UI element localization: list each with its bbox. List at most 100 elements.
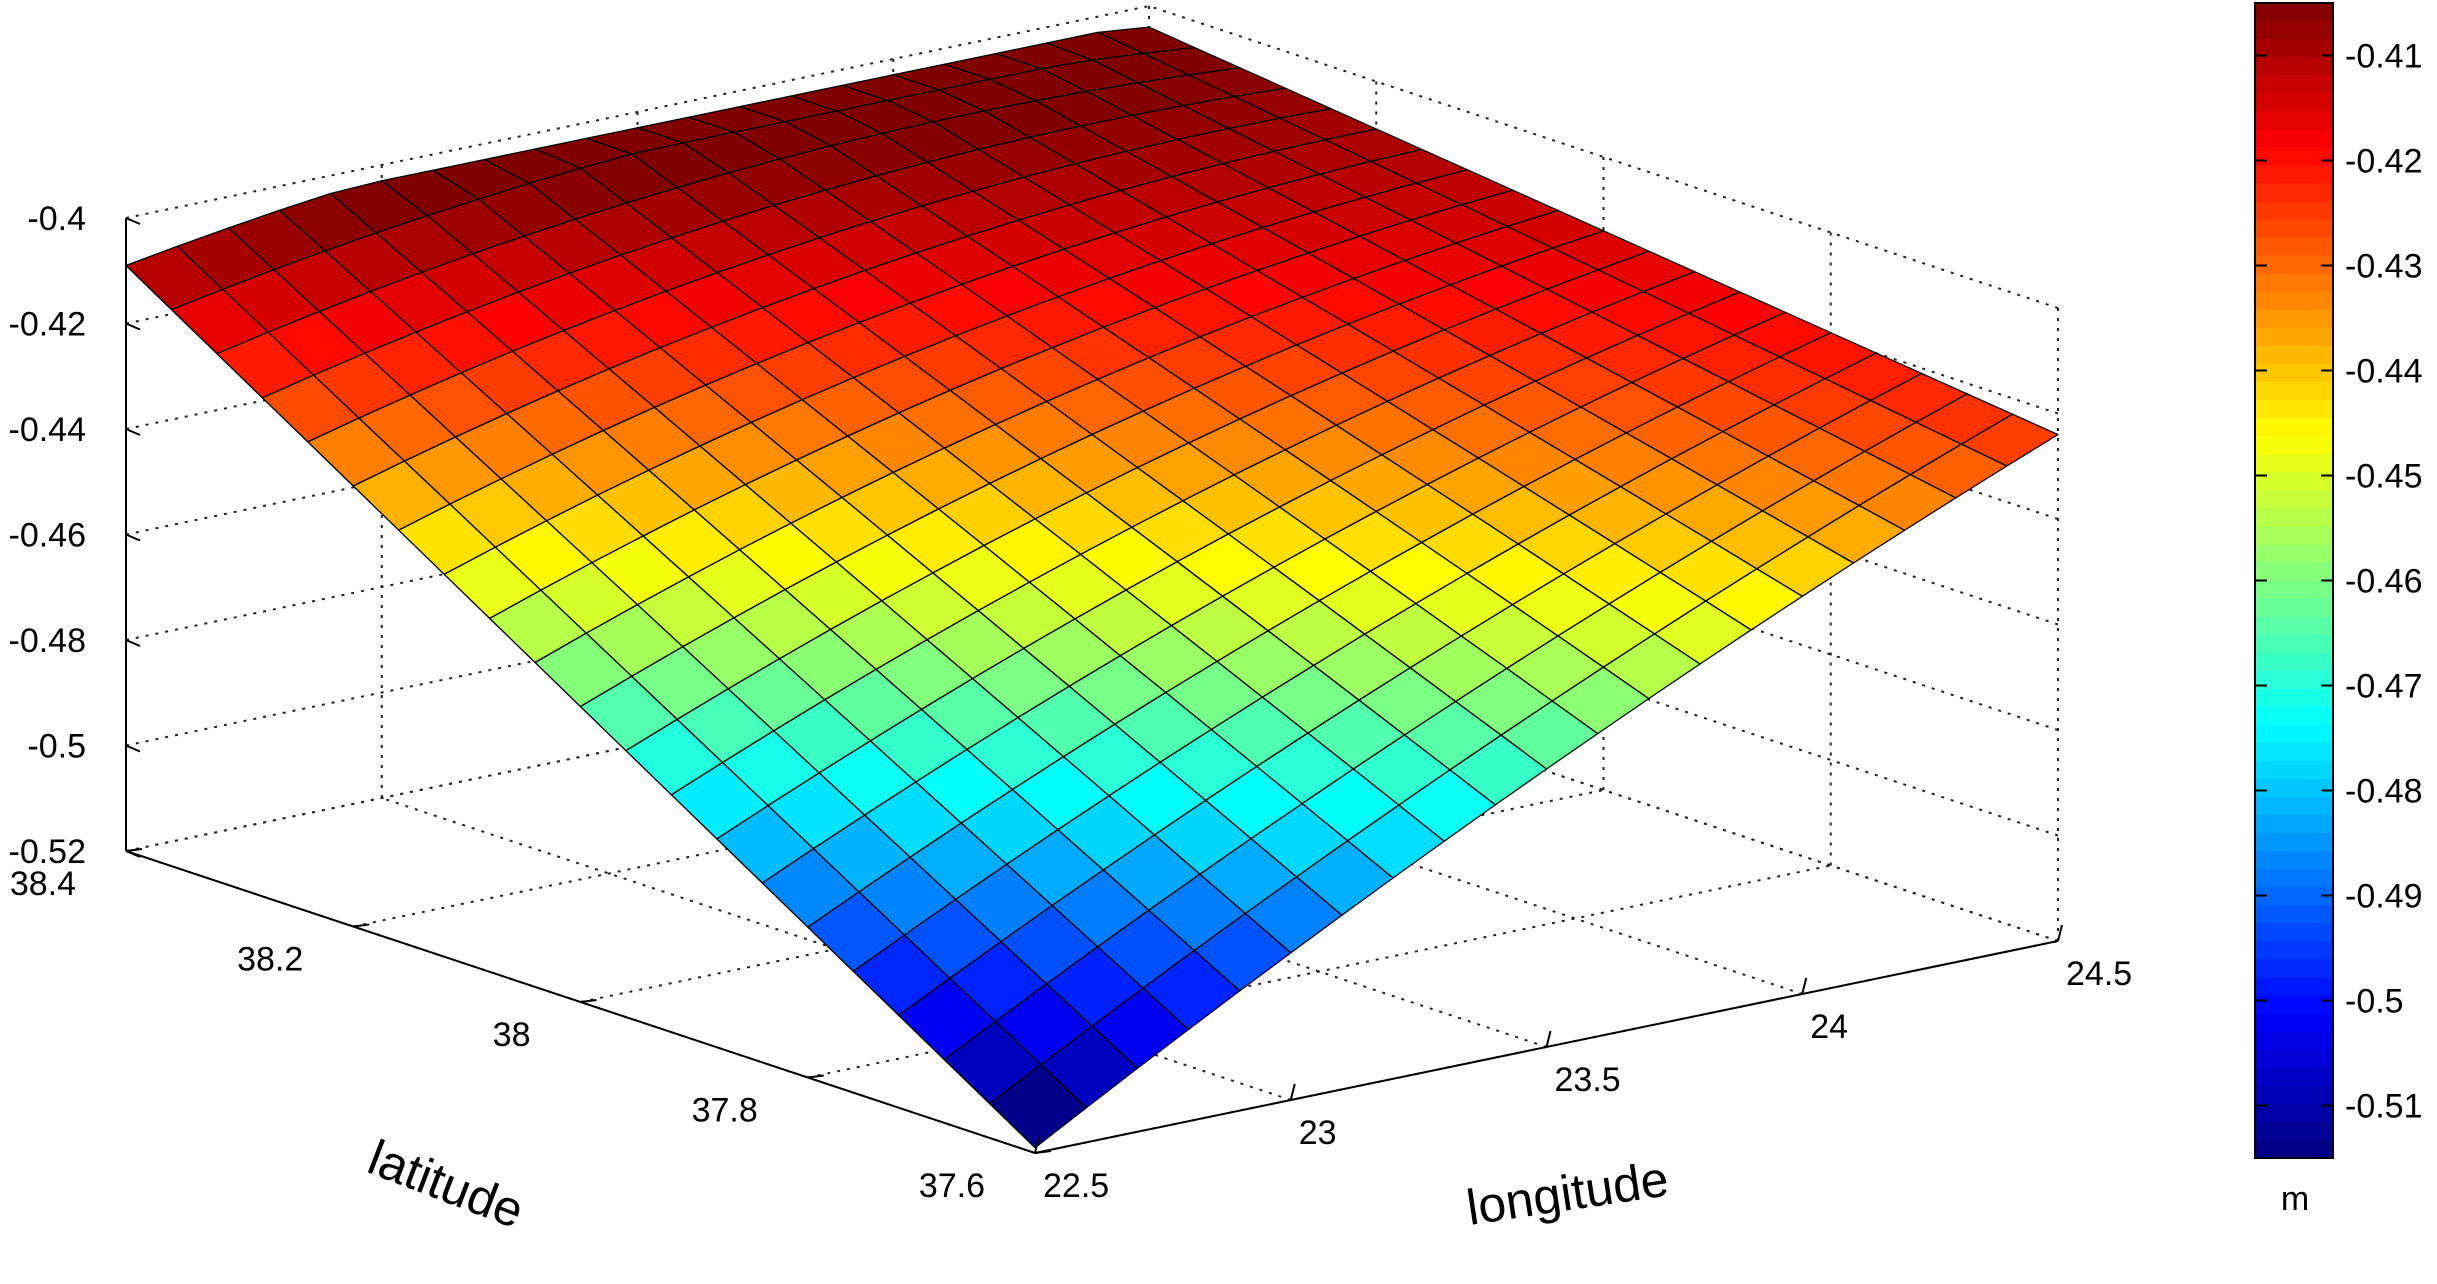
x-tick-mark xyxy=(2057,924,2063,942)
back-wall-grid-line xyxy=(125,5,1150,219)
y-tick-label: 37.8 xyxy=(692,1092,758,1130)
z-tick-mark xyxy=(125,744,141,753)
colorbar-swatch xyxy=(2255,634,2333,654)
colorbar-swatch xyxy=(2255,454,2333,473)
colorbar-swatch xyxy=(2255,147,2333,167)
z-tick-label: -0.52 xyxy=(9,833,87,871)
colorbar-swatch xyxy=(2255,562,2333,582)
colorbar-tick-label: -0.48 xyxy=(2345,773,2423,811)
colorbar-swatch xyxy=(2255,291,2333,311)
colorbar-swatch xyxy=(2255,111,2333,130)
colorbar-swatch xyxy=(2255,580,2333,600)
colorbar-swatch xyxy=(2255,508,2333,527)
colorbar: -0.41 -0.42 -0.43 -0.44 -0.45 -0.46 -0.47 -0.48… xyxy=(2254,2,2423,1159)
colorbar-swatch xyxy=(2255,869,2333,888)
x-tick-mark xyxy=(1289,1083,1296,1101)
x-tick-label: 22.5 xyxy=(1043,1167,1109,1205)
colorbar-swatch xyxy=(2255,219,2333,239)
z-tick-label: -0.4 xyxy=(27,200,86,238)
z-tick-mark xyxy=(125,428,141,436)
colorbar-unit-label: m xyxy=(2281,1180,2309,1218)
colorbar-swatch xyxy=(2255,1139,2333,1159)
y-axis-label: latitude xyxy=(361,1129,532,1239)
colorbar-swatch xyxy=(2255,941,2333,961)
floor-grid-line xyxy=(807,864,1831,1079)
z-tick-mark xyxy=(125,322,141,331)
colorbar-swatch xyxy=(2255,905,2333,924)
colorbar-swatch xyxy=(2255,183,2333,203)
colorbar-swatch xyxy=(2255,779,2333,798)
z-tick-mark xyxy=(125,217,141,225)
x-tick-mark xyxy=(1545,1030,1552,1048)
colorbar-swatch xyxy=(2255,851,2333,870)
y-tick-label: 37.6 xyxy=(919,1167,985,1205)
colorbar-tick-label: -0.46 xyxy=(2345,563,2423,601)
z-tick-label: -0.5 xyxy=(27,728,86,766)
colorbar-swatch xyxy=(2255,57,2333,76)
colorbar-swatch xyxy=(2255,959,2333,979)
colorbar-swatch xyxy=(2255,3,2333,22)
colorbar-swatch xyxy=(2255,706,2333,726)
colorbar-swatch xyxy=(2255,1031,2333,1051)
z-tick-mark xyxy=(125,533,141,542)
colorbar-swatch xyxy=(2255,21,2333,40)
colorbar-swatch xyxy=(2255,1049,2333,1069)
y-tick-label: 38.2 xyxy=(237,941,303,979)
y-tick-mark xyxy=(1034,1150,1052,1154)
colorbar-swatch xyxy=(2255,724,2333,744)
colorbar-swatch xyxy=(2255,345,2333,365)
colorbar-tick-label: -0.49 xyxy=(2345,878,2423,916)
colorbar-swatch xyxy=(2255,201,2333,221)
colorbar-swatch xyxy=(2255,833,2333,852)
colorbar-swatch xyxy=(2255,887,2333,906)
colorbar-swatch xyxy=(2255,381,2333,401)
y-tick-label: 38.4 xyxy=(10,865,76,903)
colorbar-swatch xyxy=(2255,436,2333,455)
colorbar-tick-label: -0.42 xyxy=(2345,143,2423,181)
z-tick-label: -0.46 xyxy=(9,517,87,555)
x-tick-mark xyxy=(1801,977,1808,995)
x-tick-label: 24.5 xyxy=(2066,955,2132,993)
colorbar-swatch xyxy=(2255,1103,2333,1123)
z-tick-label: -0.44 xyxy=(9,411,87,449)
y-tick-mark xyxy=(807,1074,824,1079)
colorbar-swatch xyxy=(2255,472,2333,491)
colorbar-swatch xyxy=(2255,670,2333,690)
colorbar-tick-label: -0.47 xyxy=(2345,668,2423,706)
z-tick-mark xyxy=(125,850,141,858)
z-tick-label: -0.42 xyxy=(9,306,87,344)
colorbar-swatch xyxy=(2255,165,2333,185)
colorbar-swatch xyxy=(2255,418,2333,437)
surface-mesh xyxy=(125,26,2059,1149)
colorbar-tick-label: -0.51 xyxy=(2345,1088,2423,1126)
x-tick-label: 23 xyxy=(1299,1114,1337,1152)
colorbar-tick-label: -0.45 xyxy=(2345,458,2423,496)
y-tick-mark xyxy=(580,999,597,1003)
x-tick-label: 24 xyxy=(1810,1008,1848,1046)
colorbar-swatch xyxy=(2255,237,2333,257)
colorbar-swatch xyxy=(2255,1067,2333,1087)
colorbar-swatch xyxy=(2255,544,2333,564)
z-tick-mark xyxy=(125,639,141,647)
colorbar-swatch xyxy=(2255,977,2333,997)
colorbar-swatch xyxy=(2255,923,2333,943)
colorbar-swatch xyxy=(2255,742,2333,762)
colorbar-swatch xyxy=(2255,273,2333,293)
colorbar-swatch xyxy=(2255,616,2333,636)
y-tick-mark xyxy=(125,848,143,852)
colorbar-swatch xyxy=(2255,652,2333,672)
colorbar-swatch xyxy=(2255,815,2333,834)
colorbar-swatch xyxy=(2255,129,2333,148)
x-tick-mark xyxy=(1034,1136,1040,1154)
z-tick-label: -0.48 xyxy=(9,622,87,660)
y-tick-mark xyxy=(353,923,370,928)
colorbar-swatch xyxy=(2255,1121,2333,1141)
colorbar-swatch xyxy=(2255,490,2333,509)
colorbar-swatch xyxy=(2255,255,2333,275)
colorbar-tick-label: -0.41 xyxy=(2345,38,2423,76)
colorbar-swatch xyxy=(2255,75,2333,94)
colorbar-tick-label: -0.43 xyxy=(2345,248,2423,286)
x-tick-label: 23.5 xyxy=(1555,1061,1621,1099)
colorbar-tick-label: -0.44 xyxy=(2345,353,2423,391)
